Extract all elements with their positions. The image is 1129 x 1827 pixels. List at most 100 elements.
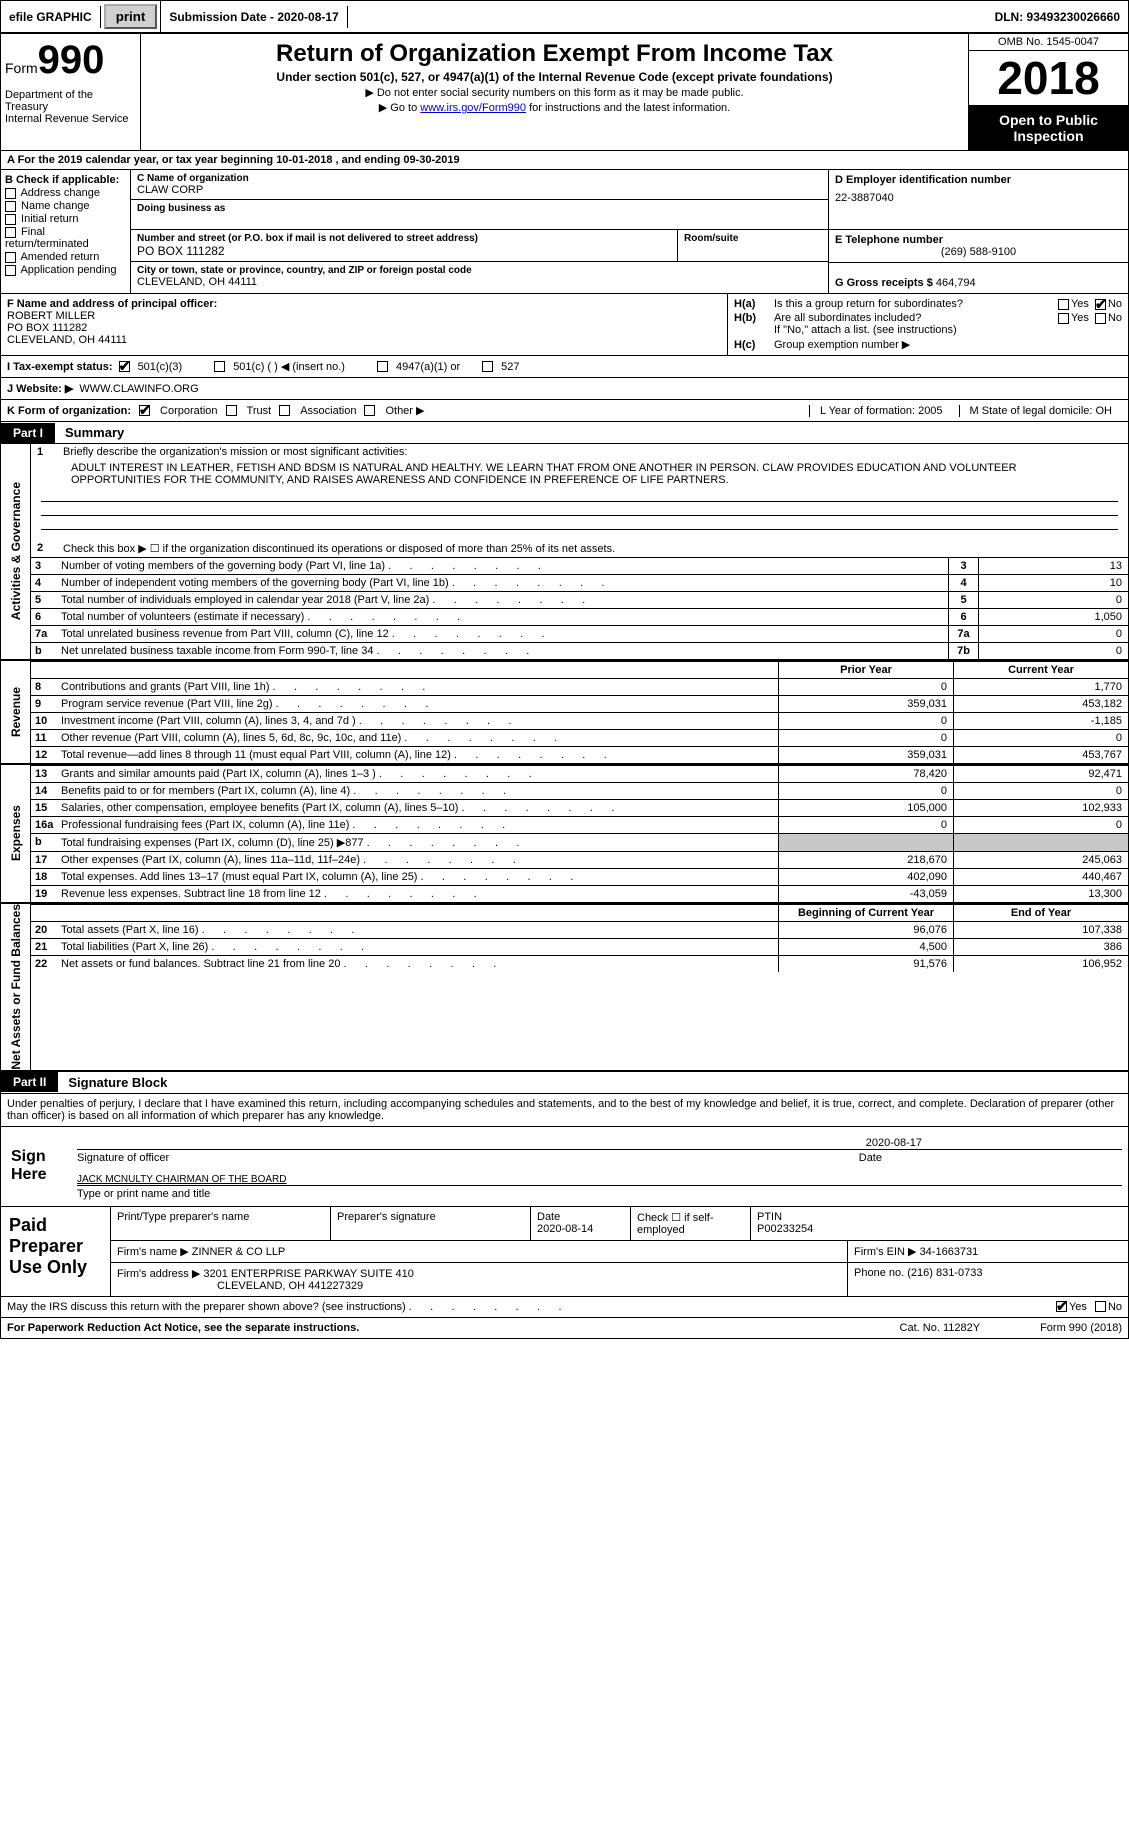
assoc-checkbox[interactable] [279,405,290,416]
firm-ein: 34-1663731 [920,1246,979,1258]
header-center: Return of Organization Exempt From Incom… [141,34,968,150]
dba-label: Doing business as [137,203,822,214]
sig-date: 2020-08-17 [866,1137,1122,1149]
gov-row: 5Total number of individuals employed in… [31,591,1128,608]
officer-addr2: CLEVELAND, OH 44111 [7,334,721,346]
data-row: 22Net assets or fund balances. Subtract … [31,955,1128,972]
firm-phone: (216) 831-0733 [907,1267,982,1279]
data-row: 21Total liabilities (Part X, line 26)4,5… [31,938,1128,955]
hb-yes-checkbox[interactable] [1058,313,1069,324]
other-checkbox[interactable] [364,405,375,416]
data-row: 14Benefits paid to or for members (Part … [31,782,1128,799]
note-link: ▶ Go to www.irs.gov/Form990 for instruct… [151,101,958,114]
data-row: 9Program service revenue (Part VIII, lin… [31,695,1128,712]
phone-label: E Telephone number [835,234,1122,246]
part2-header: Part II Signature Block [1,1072,1128,1094]
4947-checkbox[interactable] [377,361,388,372]
section-h: H(a) Is this a group return for subordin… [728,294,1128,355]
header-right: OMB No. 1545-0047 2018 Open to Public In… [968,34,1128,150]
colb-option[interactable]: Application pending [5,264,126,276]
end-year-head: End of Year [953,905,1128,921]
dln-label: DLN: 93493230026660 [987,6,1128,28]
form-title: Return of Organization Exempt From Incom… [151,40,958,68]
mission-text: ADULT INTEREST IN LEATHER, FETISH AND BD… [31,460,1128,488]
colb-option[interactable]: Amended return [5,251,126,263]
501c-checkbox[interactable] [214,361,225,372]
data-row: 15Salaries, other compensation, employee… [31,799,1128,816]
data-row: 11Other revenue (Part VIII, column (A), … [31,729,1128,746]
begin-year-head: Beginning of Current Year [778,905,953,921]
top-toolbar: efile GRAPHIC print Submission Date - 20… [0,0,1129,33]
org-name-label: C Name of organization [137,173,822,184]
ha-yes-checkbox[interactable] [1058,299,1069,310]
ein-value: 22-3887040 [835,192,1122,204]
gross-label: G Gross receipts $ [835,277,933,289]
officer-printed-name: JACK MCNULTY CHAIRMAN OF THE BOARD [77,1174,286,1185]
ha-no-checkbox[interactable] [1095,299,1106,310]
firm-addr1: 3201 ENTERPRISE PARKWAY SUITE 410 [203,1268,414,1280]
trust-checkbox[interactable] [226,405,237,416]
irs-link[interactable]: www.irs.gov/Form990 [420,102,526,114]
data-row: 13Grants and similar amounts paid (Part … [31,765,1128,782]
room-label: Room/suite [684,233,822,244]
org-name: CLAW CORP [137,184,822,196]
paid-preparer-label: Paid Preparer Use Only [1,1207,111,1296]
ptin-value: P00233254 [757,1223,813,1235]
gov-row: bNet unrelated business taxable income f… [31,642,1128,659]
527-checkbox[interactable] [482,361,493,372]
tax-year: 2018 [969,51,1128,106]
corp-checkbox[interactable] [139,405,150,416]
col-b-header: B Check if applicable: [5,174,126,186]
line-a: A For the 2019 calendar year, or tax yea… [1,151,1128,170]
prep-date: 2020-08-14 [537,1223,593,1235]
discuss-yes-checkbox[interactable] [1056,1301,1067,1312]
gov-row: 4Number of independent voting members of… [31,574,1128,591]
col-d-ein: D Employer identification number 22-3887… [828,170,1128,293]
city-label: City or town, state or province, country… [137,265,822,276]
side-netassets: Net Assets or Fund Balances [1,904,31,1070]
firm-addr2: CLEVELAND, OH 441227329 [217,1280,363,1292]
colb-option[interactable]: Final return/terminated [5,226,126,250]
website-value: WWW.CLAWINFO.ORG [79,383,198,395]
prior-year-head: Prior Year [778,662,953,678]
officer-addr1: PO BOX 111282 [7,322,721,334]
dept-label: Department of the Treasury Internal Reve… [5,89,136,125]
submission-date: Submission Date - 2020-08-17 [161,6,347,28]
blank-line [41,488,1118,502]
declaration: Under penalties of perjury, I declare th… [1,1094,1128,1127]
data-row: 10Investment income (Part VIII, column (… [31,712,1128,729]
colb-option[interactable]: Initial return [5,213,126,225]
state-domicile: M State of legal domicile: OH [959,405,1122,417]
officer-label: F Name and address of principal officer: [7,298,217,310]
data-row: 20Total assets (Part X, line 16)96,07610… [31,921,1128,938]
print-button[interactable]: print [104,4,158,29]
hb-no-checkbox[interactable] [1095,313,1106,324]
colb-option[interactable]: Address change [5,187,126,199]
501c3-checkbox[interactable] [119,361,130,372]
data-row: 12Total revenue—add lines 8 through 11 (… [31,746,1128,763]
form-version: Form 990 (2018) [1040,1322,1122,1334]
form-subtitle: Under section 501(c), 527, or 4947(a)(1)… [151,70,958,84]
omb-number: OMB No. 1545-0047 [969,34,1128,51]
cat-no: Cat. No. 11282Y [900,1322,981,1334]
phone-value: (269) 588-9100 [835,246,1122,258]
open-to-public: Open to Public Inspection [969,106,1128,150]
sign-here-label: Sign Here [1,1127,71,1206]
col-c-org: C Name of organization CLAW CORP Doing b… [131,170,828,293]
form-word: Form [5,60,38,76]
data-row: 18Total expenses. Add lines 13–17 (must … [31,868,1128,885]
discuss-no-checkbox[interactable] [1095,1301,1106,1312]
gov-row: 3Number of voting members of the governi… [31,557,1128,574]
org-address: PO BOX 111282 [137,244,671,258]
blank-line [41,516,1118,530]
form-body: Form990 Department of the Treasury Inter… [0,33,1129,1339]
data-row: bTotal fundraising expenses (Part IX, co… [31,833,1128,851]
gov-row: 7aTotal unrelated business revenue from … [31,625,1128,642]
org-city: CLEVELAND, OH 44111 [137,276,822,288]
colb-option[interactable]: Name change [5,200,126,212]
note-ssn: ▶ Do not enter social security numbers o… [151,86,958,99]
year-formation: L Year of formation: 2005 [809,405,953,417]
data-row: 17Other expenses (Part IX, column (A), l… [31,851,1128,868]
current-year-head: Current Year [953,662,1128,678]
blank-line [41,502,1118,516]
